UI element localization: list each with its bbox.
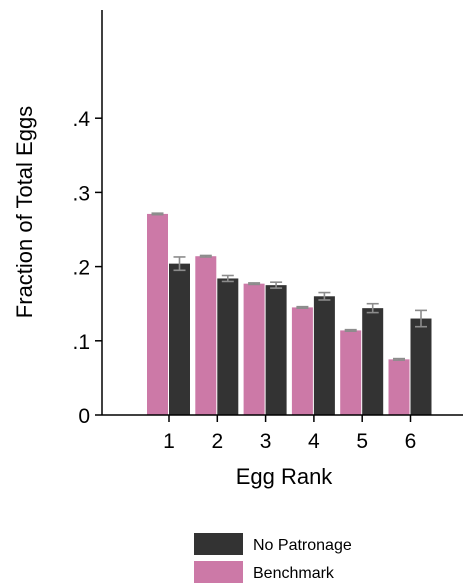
legend-swatch <box>194 533 243 555</box>
legend-swatch <box>194 561 243 583</box>
legend: No Patronage Benchmark <box>194 533 352 583</box>
y-tick-label: .1 <box>72 331 90 354</box>
plot-area <box>147 212 432 415</box>
bar-benchmark <box>340 330 362 415</box>
bar-no-patronage <box>362 308 384 415</box>
x-tick-label: 6 <box>405 430 417 453</box>
x-tick-label: 4 <box>308 430 320 453</box>
y-tick-label: .2 <box>72 257 90 280</box>
y-tick-label: 0 <box>78 405 90 428</box>
bar-no-patronage <box>265 285 287 415</box>
legend-label: No Patronage <box>253 537 352 554</box>
bar-no-patronage <box>169 263 190 415</box>
x-tick-label: 1 <box>163 430 175 453</box>
legend-label: Benchmark <box>253 565 335 582</box>
x-tick-label: 2 <box>211 430 223 453</box>
x-axis-title: Egg Rank <box>236 464 334 489</box>
bar-no-patronage <box>410 318 432 415</box>
y-tick-label: .3 <box>72 182 90 205</box>
y-tick-label: .4 <box>72 108 90 131</box>
bar-benchmark <box>195 256 217 415</box>
y-ticks: 0 .1 .2 .3 .4 <box>72 108 102 428</box>
bar-no-patronage <box>217 278 239 415</box>
x-tick-label: 3 <box>260 430 272 453</box>
bar-benchmark <box>388 359 410 415</box>
bar-no-patronage <box>313 296 335 415</box>
y-axis-title: Fraction of Total Eggs <box>12 106 37 318</box>
bar-benchmark <box>243 283 265 415</box>
bar-benchmark <box>147 213 168 415</box>
bar-benchmark <box>291 307 313 415</box>
x-tick-label: 5 <box>356 430 368 453</box>
x-ticks: 1 2 3 4 5 6 <box>163 415 416 453</box>
